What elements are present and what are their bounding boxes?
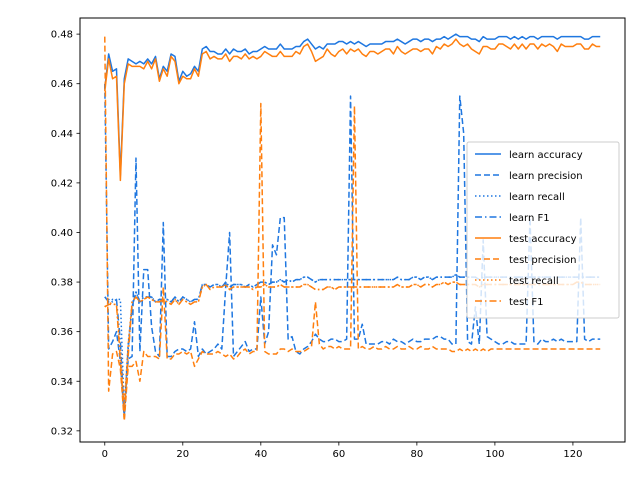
legend-label: test accuracy: [509, 234, 577, 245]
series-line-5: [104, 38, 601, 182]
legend-label: learn F1: [509, 213, 550, 224]
legend-label: learn precision: [509, 171, 583, 182]
x-axis: 0 20 40 60 80 100 120: [102, 442, 582, 460]
plot-frame: [79, 17, 626, 443]
x-tick-label: 60: [332, 449, 345, 460]
legend-box: [466, 141, 620, 319]
legend-label: learn accuracy: [509, 150, 583, 161]
y-tick-label: 0.48: [51, 30, 73, 41]
y-tick-label: 0.40: [51, 228, 73, 239]
x-tick-label: 80: [411, 449, 424, 460]
series-line-6: [104, 36, 601, 422]
y-tick-label: 0.46: [51, 79, 73, 90]
y-tick-label: 0.42: [51, 178, 73, 189]
y-tick-label: 0.44: [51, 129, 73, 140]
legend: learn accuracy learn precision learn recal…: [466, 141, 620, 319]
y-tick-label: 0.38: [51, 278, 73, 289]
x-tick-label: 20: [176, 449, 189, 460]
series-line-1: [104, 33, 601, 177]
y-axis: 0.32 0.34 0.36 0.38 0.40 0.42 0.44 0.46 0.48: [51, 30, 80, 437]
legend-label: test F1: [509, 297, 544, 308]
x-tick-label: 0: [102, 449, 108, 460]
y-tick-label: 0.36: [51, 327, 73, 338]
x-tick-label: 100: [485, 449, 504, 460]
x-tick-label: 120: [563, 449, 582, 460]
x-tick-label: 40: [254, 449, 267, 460]
y-tick-label: 0.34: [51, 377, 73, 388]
y-tick-label: 0.32: [51, 426, 73, 437]
legend-label: learn recall: [509, 192, 565, 203]
legend-label: test precision: [509, 255, 577, 266]
legend-label: test recall: [509, 276, 559, 287]
